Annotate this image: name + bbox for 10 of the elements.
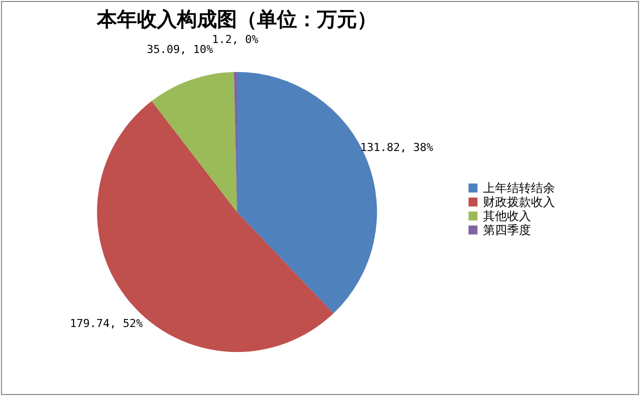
legend-label: 第四季度 <box>483 223 531 237</box>
legend-label: 财政拨款收入 <box>483 195 555 209</box>
chart-title: 本年收入构成图（单位：万元） <box>96 7 377 32</box>
legend-label: 上年结转结余 <box>483 181 555 195</box>
data-label: 1.2, 0% <box>212 33 259 46</box>
pie-slice <box>152 72 237 212</box>
data-label: 35.09, 10% <box>146 42 214 56</box>
data-label: 179.74, 52% <box>70 316 144 330</box>
legend-label: 其他收入 <box>483 209 531 223</box>
data-label: 131.82, 38% <box>360 141 434 154</box>
